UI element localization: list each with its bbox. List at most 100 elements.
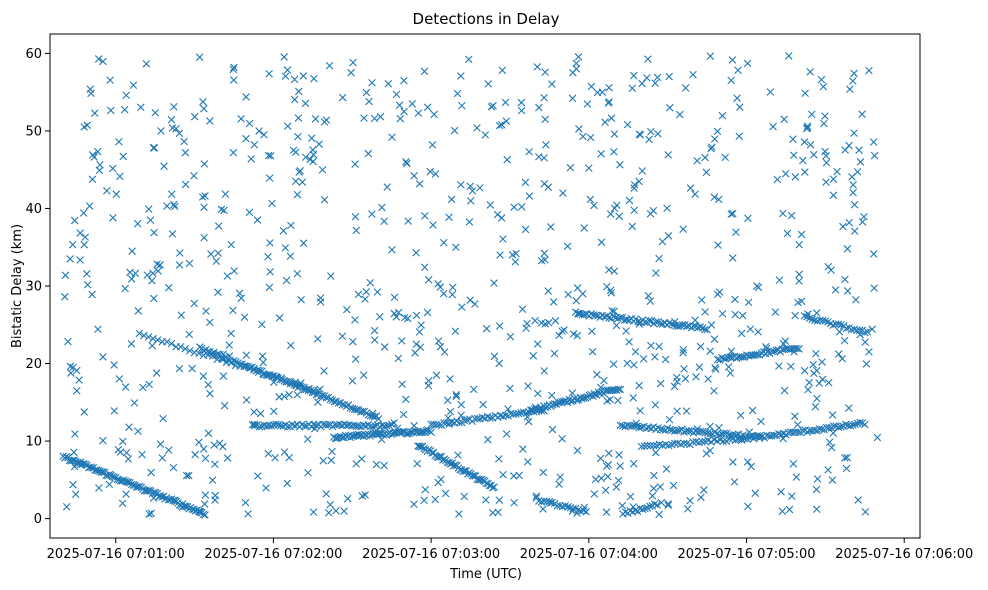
data-point — [710, 387, 718, 395]
data-point — [706, 52, 715, 60]
data-point — [651, 448, 660, 457]
data-point — [340, 507, 348, 515]
data-point — [235, 289, 244, 298]
data-point — [453, 89, 462, 98]
data-point — [266, 239, 274, 247]
data-point — [855, 326, 864, 335]
data-point — [434, 280, 442, 288]
data-point — [67, 369, 75, 377]
data-point — [69, 480, 77, 489]
data-point — [280, 53, 289, 61]
data-point — [731, 295, 739, 304]
data-point — [630, 181, 639, 189]
data-point — [544, 287, 552, 295]
data-point — [181, 180, 190, 189]
data-point — [656, 483, 665, 491]
data-point — [313, 335, 322, 343]
data-point — [398, 380, 406, 389]
data-point — [685, 427, 693, 435]
data-point — [689, 438, 697, 446]
data-point — [199, 445, 208, 453]
data-point — [510, 203, 518, 211]
data-point — [315, 140, 323, 148]
data-point — [421, 485, 430, 494]
data-point — [210, 441, 219, 449]
data-point — [657, 498, 666, 507]
data-point — [204, 380, 213, 389]
data-point — [80, 240, 89, 249]
data-point — [310, 74, 318, 83]
data-point — [489, 508, 497, 517]
data-point — [541, 68, 549, 77]
data-point — [616, 462, 624, 470]
data-point — [370, 336, 379, 344]
data-point — [253, 216, 262, 224]
data-point — [548, 425, 557, 434]
data-point — [181, 344, 189, 353]
data-point — [795, 345, 803, 353]
data-point — [583, 100, 592, 108]
data-point — [328, 447, 336, 456]
data-point — [484, 80, 493, 88]
data-point — [380, 217, 388, 226]
data-point — [103, 186, 111, 195]
data-point — [284, 122, 292, 130]
data-point — [635, 381, 643, 390]
data-point — [732, 354, 741, 362]
data-point — [713, 127, 722, 136]
data-point — [712, 365, 720, 373]
data-point — [424, 381, 433, 390]
data-point — [230, 63, 238, 72]
data-point — [703, 429, 712, 437]
data-point — [546, 223, 555, 231]
data-point — [60, 292, 69, 301]
y-tick-label: 40 — [25, 202, 42, 217]
data-point — [789, 151, 798, 160]
data-point — [202, 307, 210, 315]
x-tick-label: 2025-07-16 07:02:00 — [204, 547, 342, 562]
data-point — [775, 362, 783, 370]
data-point — [707, 144, 715, 153]
data-point — [748, 406, 757, 415]
data-point — [298, 420, 306, 429]
data-point — [378, 203, 386, 212]
data-point — [116, 172, 124, 181]
data-point — [83, 280, 92, 289]
data-point — [695, 363, 704, 371]
data-point — [673, 426, 681, 435]
data-point — [429, 221, 437, 229]
data-point — [728, 254, 737, 262]
data-point — [497, 121, 506, 129]
data-point — [680, 365, 688, 373]
data-point — [361, 295, 369, 303]
data-point — [410, 172, 418, 180]
data-point — [517, 98, 526, 107]
data-point — [656, 379, 665, 388]
data-point — [523, 319, 531, 328]
data-point — [766, 88, 775, 96]
data-point — [781, 337, 790, 345]
data-point — [175, 129, 184, 138]
data-point — [833, 167, 841, 176]
data-point — [775, 276, 784, 284]
data-point — [558, 435, 566, 443]
data-point — [865, 66, 873, 75]
data-point — [229, 306, 237, 315]
data-point — [360, 114, 368, 122]
data-point — [479, 400, 487, 409]
x-axis-label: Time (UTC) — [449, 567, 522, 582]
data-point — [351, 355, 360, 363]
data-point — [380, 343, 389, 351]
data-point — [635, 177, 643, 186]
data-point — [236, 360, 244, 368]
data-point — [563, 242, 572, 251]
y-tick-label: 10 — [25, 435, 42, 450]
data-point — [150, 143, 159, 152]
data-point — [605, 449, 613, 458]
data-point — [118, 437, 127, 446]
data-point — [736, 411, 745, 420]
data-point — [521, 225, 530, 234]
data-point — [651, 79, 659, 87]
data-point — [693, 156, 701, 165]
data-point — [446, 407, 455, 416]
